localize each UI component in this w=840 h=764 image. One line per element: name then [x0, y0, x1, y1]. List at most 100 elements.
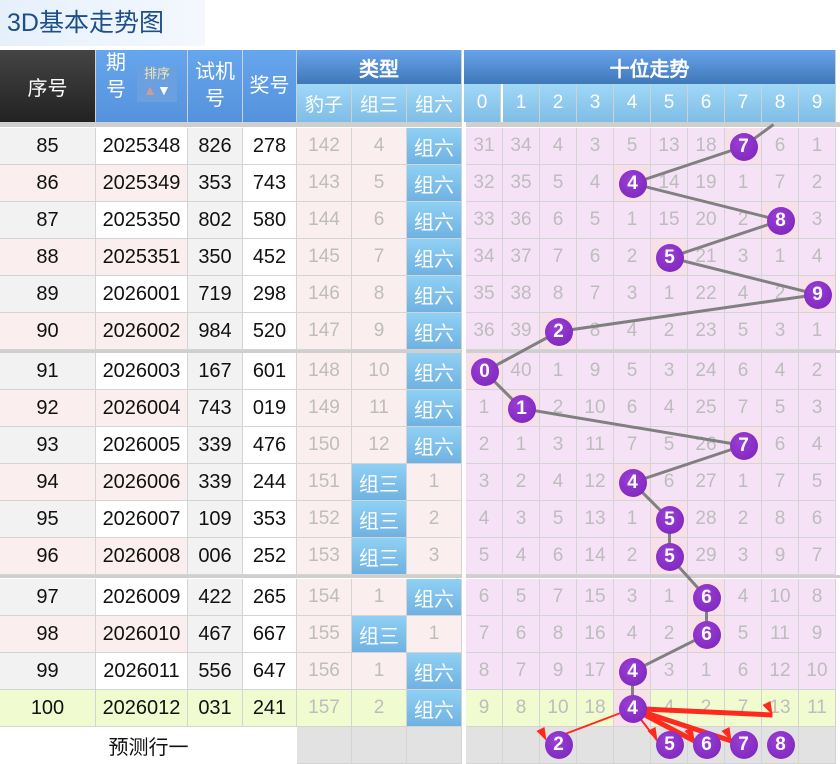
- cell-seq: 100: [0, 690, 96, 727]
- cell-seq: 97: [0, 579, 96, 616]
- prediction-ball[interactable]: 2: [544, 731, 573, 759]
- cell-prize: 647: [243, 653, 297, 690]
- miss-cell: 5: [614, 128, 651, 165]
- header-digit: 6: [688, 84, 725, 122]
- cell-test: 802: [188, 202, 243, 239]
- miss-cell: 17: [577, 653, 614, 690]
- miss-cell: 8: [577, 313, 614, 350]
- prediction-cell: [503, 727, 540, 764]
- miss-cell: 34: [466, 239, 503, 276]
- prediction-ball[interactable]: 7: [729, 731, 758, 759]
- miss-cell: 4: [799, 427, 836, 464]
- miss-cell: 5: [725, 313, 762, 350]
- miss-cell: 10: [577, 390, 614, 427]
- cell-issue: 2026003: [96, 353, 188, 390]
- miss-cell: 13: [651, 128, 688, 165]
- miss-cell: 3: [614, 579, 651, 616]
- miss-cell: 11: [799, 690, 836, 727]
- miss-cell: 2: [614, 239, 651, 276]
- miss-cell: 5: [614, 353, 651, 390]
- miss-cell: 36: [466, 313, 503, 350]
- miss-cell: 8: [762, 501, 799, 538]
- sort-up-icon: ▲: [143, 82, 157, 98]
- miss-cell: 2: [540, 390, 577, 427]
- cell-leopard: 147: [297, 313, 352, 350]
- cell-leopard: 145: [297, 239, 352, 276]
- cell-g6: 组六: [407, 202, 462, 239]
- miss-cell: 10: [762, 579, 799, 616]
- cell-test: 339: [188, 464, 243, 501]
- miss-cell: 32: [466, 165, 503, 202]
- miss-cell: 10: [540, 690, 577, 727]
- cell-leopard: 142: [297, 128, 352, 165]
- miss-cell: 37: [503, 239, 540, 276]
- miss-cell: 12: [762, 653, 799, 690]
- cell-g3: 5: [352, 165, 407, 202]
- miss-cell: 7: [577, 276, 614, 313]
- miss-cell: 1: [688, 653, 725, 690]
- miss-cell: 1: [540, 353, 577, 390]
- prediction-ball[interactable]: 5: [655, 731, 684, 759]
- column-gap: [462, 122, 466, 764]
- miss-cell: 31: [466, 128, 503, 165]
- cell-prize: 476: [243, 427, 297, 464]
- miss-cell: 1: [725, 464, 762, 501]
- miss-cell: 4: [577, 165, 614, 202]
- header-leopard: 豹子: [297, 84, 352, 122]
- cell-test: 353: [188, 165, 243, 202]
- miss-cell: 5: [762, 390, 799, 427]
- cell-g3: 1: [352, 653, 407, 690]
- miss-cell: 5: [540, 501, 577, 538]
- miss-cell: 6: [540, 538, 577, 575]
- prediction-ball[interactable]: 6: [692, 731, 721, 759]
- miss-cell: 2: [466, 427, 503, 464]
- cell-prize: 743: [243, 165, 297, 202]
- miss-cell: 1: [725, 165, 762, 202]
- miss-cell: 15: [651, 202, 688, 239]
- miss-cell: 4: [762, 353, 799, 390]
- cell-g3: 组三: [352, 501, 407, 538]
- cell-g3: 11: [352, 390, 407, 427]
- miss-cell: 1: [614, 202, 651, 239]
- tens-ball: 5: [655, 243, 684, 272]
- prediction-cell: [466, 727, 503, 764]
- cell-leopard: 157: [297, 690, 352, 727]
- miss-cell: 18: [577, 690, 614, 727]
- miss-cell: 1: [762, 239, 799, 276]
- arrow-head-icon: [721, 727, 732, 741]
- prediction-cell: [407, 727, 462, 764]
- miss-cell: 5: [503, 579, 540, 616]
- miss-cell: 2: [799, 353, 836, 390]
- tens-ball: 6: [692, 583, 721, 612]
- miss-cell: 20: [688, 202, 725, 239]
- miss-cell: 29: [688, 538, 725, 575]
- cell-prize: 452: [243, 239, 297, 276]
- tens-ball: 7: [729, 431, 758, 460]
- cell-g3: 12: [352, 427, 407, 464]
- cell-test: 339: [188, 427, 243, 464]
- cell-g6: 组六: [407, 579, 462, 616]
- cell-prize: 601: [243, 353, 297, 390]
- miss-cell: 2: [614, 538, 651, 575]
- miss-cell: 1: [466, 390, 503, 427]
- sort-button[interactable]: 排序 ▲▼: [137, 66, 177, 102]
- cell-test: 984: [188, 313, 243, 350]
- cell-seq: 94: [0, 464, 96, 501]
- miss-cell: 1: [651, 276, 688, 313]
- cell-prize: 244: [243, 464, 297, 501]
- miss-cell: 28: [688, 501, 725, 538]
- miss-cell: 3: [725, 239, 762, 276]
- cell-g3: 组三: [352, 538, 407, 575]
- miss-cell: 19: [688, 165, 725, 202]
- prediction-ball[interactable]: 8: [766, 731, 795, 759]
- cell-leopard: 154: [297, 579, 352, 616]
- cell-g6: 3: [407, 538, 462, 575]
- cell-issue: 2026002: [96, 313, 188, 350]
- page-title: 3D基本走势图: [0, 0, 205, 46]
- cell-prize: 298: [243, 276, 297, 313]
- cell-test: 743: [188, 390, 243, 427]
- cell-g3: 4: [352, 128, 407, 165]
- cell-seq: 92: [0, 390, 96, 427]
- cell-test: 826: [188, 128, 243, 165]
- sort-down-icon: ▼: [157, 82, 171, 98]
